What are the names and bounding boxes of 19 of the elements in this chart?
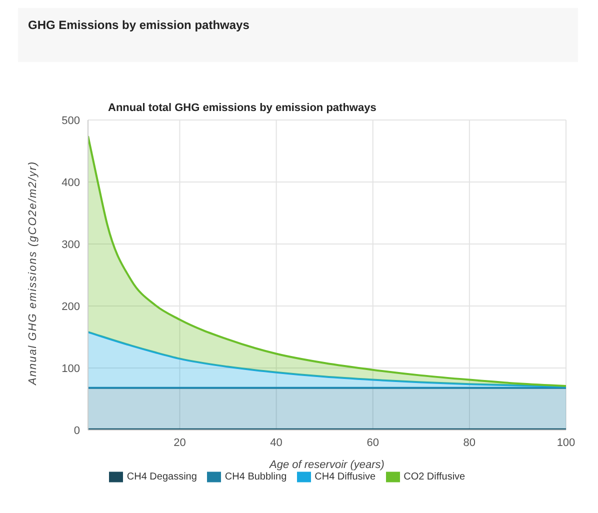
y-axis-title: Annual GHG emissions (gCO2e/m2/yr) (26, 160, 39, 386)
x-tick-label: 20 (174, 436, 186, 449)
y-tick-label: 0 (74, 424, 80, 437)
y-tick-label: 300 (62, 238, 80, 251)
chart-title: GHG Emissions by emission pathways (18, 8, 578, 62)
y-tick-label: 100 (62, 362, 80, 375)
legend-label: CO2 Diffusive (404, 472, 466, 483)
y-tick-label: 200 (62, 300, 80, 313)
x-axis-title: Age of reservoir (years) (268, 459, 385, 471)
x-tick-label: 40 (270, 436, 282, 449)
y-tick-label: 500 (62, 114, 80, 127)
x-tick-label: 80 (463, 436, 476, 449)
y-tick-label: 400 (62, 176, 80, 189)
x-tick-label: 60 (366, 436, 379, 449)
legend-label: CH4 Diffusive (314, 472, 376, 483)
x-tick-label: 100 (556, 436, 576, 449)
chart-subtitle: Annual total GHG emissions by emission pathways (108, 102, 378, 114)
legend-label: CH4 Degassing (126, 472, 197, 483)
legend-label: CH4 Bubbling (224, 472, 287, 483)
